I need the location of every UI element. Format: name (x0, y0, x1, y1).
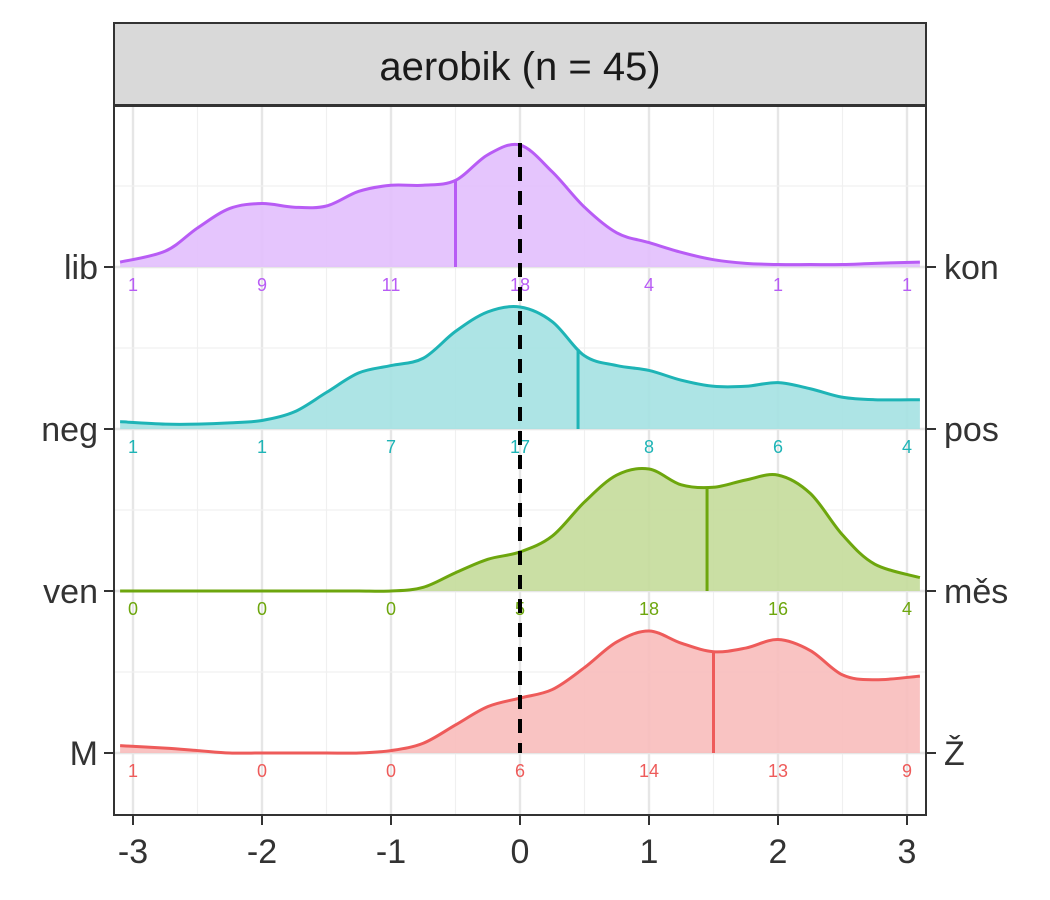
axis-layer: -3 -2 -1 0 1 2 3 lib kon neg pos ven měs M Ž (41, 249, 1008, 871)
count-label: 8 (644, 437, 654, 457)
count-label: 0 (386, 761, 396, 781)
count-label: 14 (639, 761, 659, 781)
count-label: 0 (257, 599, 267, 619)
y-label-left: M (70, 735, 98, 773)
count-label: 4 (644, 275, 654, 295)
ridge-line (120, 305, 920, 426)
count-layer: 19111841111717864000518164100614139 (128, 275, 912, 781)
x-tick-label: 0 (511, 833, 530, 871)
count-label: 18 (639, 599, 659, 619)
count-label: 1 (257, 437, 267, 457)
count-label: 6 (515, 761, 525, 781)
count-label: 1 (773, 275, 783, 295)
x-tick-label: -2 (247, 833, 277, 871)
count-label: 6 (773, 437, 783, 457)
ridge-area (120, 630, 920, 754)
count-label: 16 (768, 599, 788, 619)
chart-title: aerobik (n = 45) (379, 45, 660, 89)
count-label: 0 (257, 761, 267, 781)
x-tick-label: -3 (118, 833, 148, 871)
x-tick-label: -1 (376, 833, 406, 871)
y-label-right: pos (944, 411, 999, 449)
count-label: 0 (386, 599, 396, 619)
count-label: 7 (386, 437, 396, 457)
count-label: 4 (902, 437, 912, 457)
ridge-area (120, 468, 920, 592)
y-label-right: Ž (944, 735, 965, 773)
count-label: 9 (902, 761, 912, 781)
count-label: 1 (902, 275, 912, 295)
count-label: 13 (768, 761, 788, 781)
strip-background (113, 22, 927, 106)
count-label: 18 (510, 275, 530, 295)
count-label: 0 (128, 599, 138, 619)
x-tick-label: 1 (640, 833, 659, 871)
y-label-left: neg (41, 411, 98, 449)
ridge-area (120, 144, 920, 267)
count-label: 1 (128, 761, 138, 781)
count-label: 1 (128, 275, 138, 295)
count-label: 4 (902, 599, 912, 619)
count-label: 11 (382, 275, 401, 295)
y-label-right: měs (944, 573, 1008, 611)
count-label: 17 (510, 437, 530, 457)
count-label: 9 (257, 275, 267, 295)
x-tick-label: 3 (898, 833, 917, 871)
count-label: 1 (128, 437, 138, 457)
y-label-left: lib (64, 249, 98, 287)
y-label-left: ven (43, 573, 98, 611)
y-label-right: kon (944, 249, 999, 287)
x-tick-label: 2 (769, 833, 788, 871)
